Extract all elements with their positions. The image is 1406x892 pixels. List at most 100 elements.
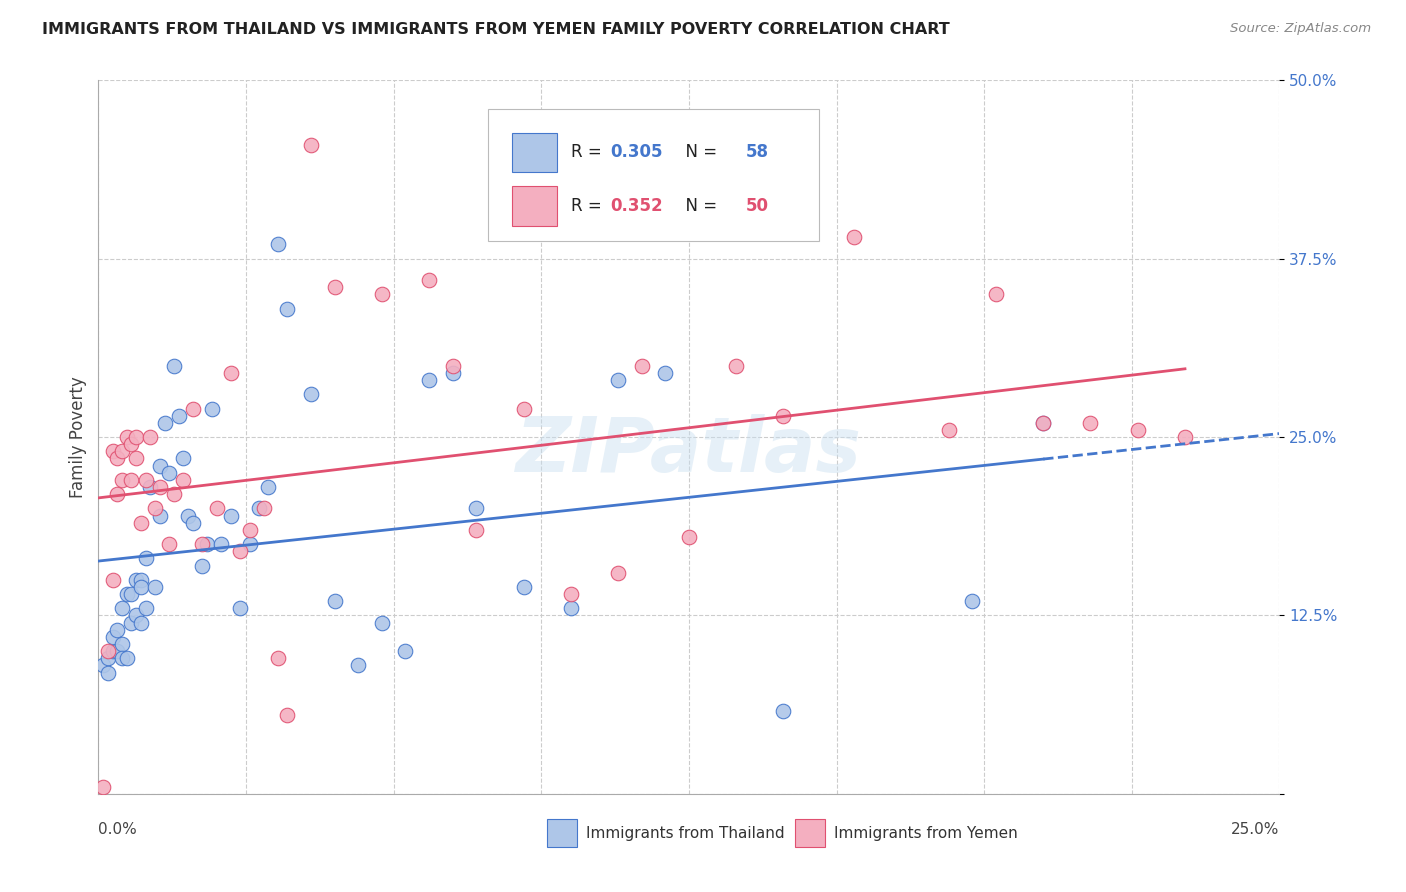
Point [418,373,440,387]
Y-axis label: Family Poverty: Family Poverty [69,376,87,498]
Point [121,587,143,601]
Text: 58: 58 [745,144,769,161]
Point [1080,416,1102,430]
Point [229,544,252,558]
Point [654,366,676,380]
Point [111,651,134,665]
Point [105,487,128,501]
FancyBboxPatch shape [796,819,825,847]
Point [111,601,134,615]
Point [111,637,134,651]
Point [725,359,748,373]
Point [239,523,262,537]
Point [257,480,280,494]
Point [219,508,242,523]
Point [91,658,114,673]
Point [938,423,960,437]
Point [201,401,224,416]
Point [101,444,124,458]
Point [441,366,464,380]
Point [163,359,186,373]
Text: R =: R = [571,144,607,161]
Point [371,615,394,630]
Point [129,573,152,587]
Point [97,651,120,665]
Point [125,430,148,444]
Point [276,708,298,723]
Text: 0.305: 0.305 [610,144,662,161]
FancyBboxPatch shape [547,819,576,847]
FancyBboxPatch shape [488,109,818,241]
FancyBboxPatch shape [512,186,557,226]
Point [129,580,152,594]
Point [299,387,322,401]
Point [984,287,1007,301]
Point [115,430,138,444]
Point [101,630,124,644]
Point [512,401,534,416]
Point [239,537,262,551]
Point [465,523,488,537]
Point [844,230,866,244]
Point [125,451,148,466]
Text: 50: 50 [745,197,769,215]
Text: Immigrants from Thailand: Immigrants from Thailand [586,826,785,840]
Point [181,401,204,416]
Point [149,508,172,523]
Point [135,601,157,615]
Point [101,644,124,658]
Point [209,537,232,551]
Point [1032,416,1054,430]
Point [607,373,630,387]
Point [115,587,138,601]
Point [105,623,128,637]
Point [962,594,984,608]
Point [205,501,228,516]
Point [121,615,143,630]
Point [191,537,214,551]
Point [157,537,180,551]
Point [253,501,276,516]
Point [149,458,172,473]
Point [219,366,242,380]
Point [560,601,582,615]
Point [181,516,204,530]
Point [177,508,200,523]
Point [125,608,148,623]
Point [135,473,157,487]
Point [630,359,652,373]
Point [276,301,298,316]
Point [97,644,120,658]
Point [139,480,162,494]
Point [172,473,194,487]
Point [143,580,166,594]
Point [129,615,152,630]
Point [1032,416,1054,430]
Point [101,573,124,587]
Point [465,501,488,516]
Point [371,287,394,301]
Point [299,137,322,152]
Point [163,487,186,501]
Point [772,409,794,423]
Text: R =: R = [571,197,607,215]
Text: 0.352: 0.352 [610,197,662,215]
Point [267,651,290,665]
Point [172,451,194,466]
Point [111,473,134,487]
Text: 25.0%: 25.0% [1232,822,1279,838]
Point [441,359,464,373]
Point [229,601,252,615]
Point [247,501,270,516]
Point [143,501,166,516]
Point [267,237,290,252]
Point [111,444,134,458]
Point [105,644,128,658]
Point [323,594,346,608]
Point [347,658,370,673]
Point [157,466,180,480]
Point [135,551,157,566]
Point [195,537,218,551]
Point [149,480,172,494]
Point [91,780,114,794]
